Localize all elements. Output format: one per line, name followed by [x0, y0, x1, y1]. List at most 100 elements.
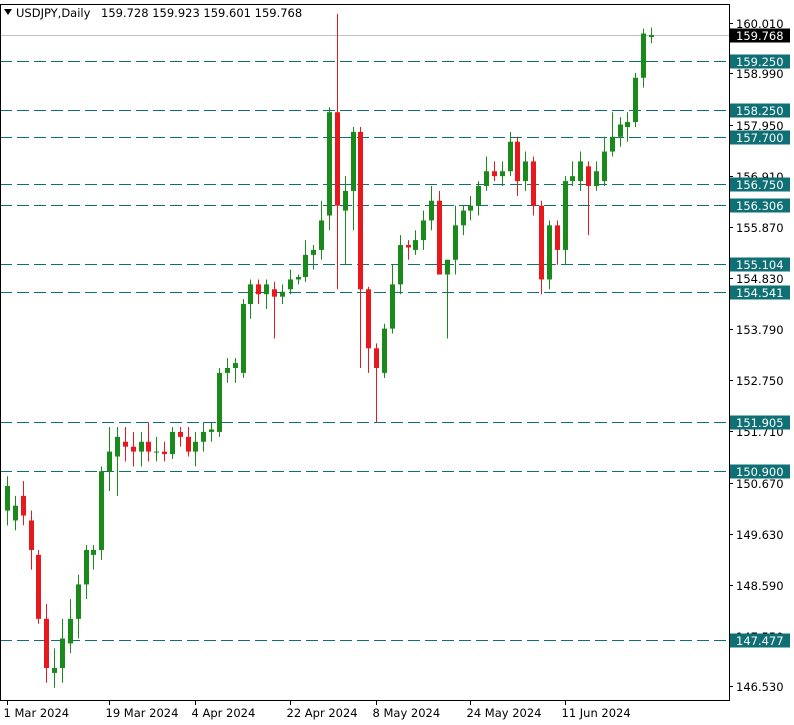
candle — [484, 156, 489, 191]
candle-body — [547, 225, 552, 280]
level-label: 150.900 — [736, 465, 784, 479]
x-tick-label: 1 Mar 2024 — [4, 706, 70, 720]
candle — [445, 259, 450, 339]
candle-body — [154, 451, 159, 453]
candle-body — [186, 436, 191, 452]
candle-body — [68, 618, 73, 644]
candle — [406, 240, 411, 260]
level-label: 157.700 — [736, 131, 784, 145]
candle — [618, 117, 623, 147]
level-label-bg — [730, 285, 790, 300]
level-label-bg — [730, 103, 790, 118]
level-label-bg — [730, 177, 790, 192]
candle-body — [570, 176, 575, 182]
candle — [547, 220, 552, 290]
current-price-label: 159.768 — [736, 29, 784, 43]
level-label: 159.250 — [736, 55, 784, 69]
candle — [555, 220, 560, 265]
time-axis: 1 Mar 2024 19 Mar 2024 4 Apr 2024 22 Apr 20… — [4, 700, 631, 720]
y-tick-label: 155.870 — [736, 221, 784, 235]
candle — [139, 431, 144, 467]
candle-body — [633, 77, 638, 123]
dropdown-triangle-icon[interactable] — [4, 9, 12, 15]
candle — [296, 274, 301, 285]
candle — [170, 427, 175, 459]
y-tick-label: 149.630 — [736, 528, 784, 542]
candle-body — [555, 225, 560, 250]
candle — [44, 604, 49, 683]
candle-body — [492, 171, 497, 177]
candle-body — [468, 205, 473, 211]
candle-body — [531, 161, 536, 206]
candle — [5, 476, 10, 526]
candle — [453, 205, 458, 275]
candle-body — [311, 249, 316, 255]
candle-body — [288, 279, 293, 290]
chart-header: USDJPY,Daily 159.728 159.923 159.601 159… — [4, 6, 302, 20]
candle — [570, 161, 575, 186]
candle — [390, 264, 395, 334]
candle — [327, 107, 332, 231]
candle — [492, 161, 497, 182]
current-price-tag-bg — [730, 28, 790, 43]
candle — [68, 599, 73, 654]
candle-body — [406, 245, 411, 248]
candle-body — [398, 245, 403, 285]
candle-body — [60, 638, 65, 669]
candle-body — [476, 185, 481, 206]
candle-body — [625, 122, 630, 127]
candle-body — [29, 520, 34, 550]
candle — [288, 269, 293, 295]
candle-body — [508, 141, 513, 172]
level-label-bg — [730, 130, 790, 145]
level-label: 154.541 — [736, 286, 784, 300]
candle-body — [586, 166, 591, 186]
candle — [508, 131, 513, 177]
candle — [162, 441, 167, 462]
candle-body — [241, 304, 246, 373]
candle — [233, 358, 238, 383]
candle-body — [515, 141, 520, 182]
candle — [374, 343, 379, 423]
candle-body — [594, 171, 599, 186]
candle — [468, 195, 473, 221]
level-label-bg — [730, 54, 790, 69]
candle — [256, 279, 261, 305]
candle — [311, 245, 316, 270]
candle — [84, 545, 89, 600]
candle — [319, 200, 324, 260]
candle — [578, 151, 583, 191]
candle-body — [99, 471, 104, 550]
candle — [91, 545, 96, 570]
candle — [335, 13, 340, 290]
candle-body — [139, 441, 144, 452]
candle — [398, 235, 403, 295]
y-tick-label: 150.670 — [736, 477, 784, 491]
candle — [154, 436, 159, 462]
candle-body — [280, 291, 285, 297]
candle-body — [366, 289, 371, 349]
candle-body — [649, 35, 654, 38]
candle — [193, 431, 198, 467]
candle — [272, 281, 277, 339]
x-tick-label: 24 May 2024 — [467, 706, 542, 720]
x-tick-label: 11 Jun 2024 — [562, 706, 631, 720]
candle-body — [146, 441, 151, 452]
candle-body — [209, 429, 214, 432]
candle-body — [563, 181, 568, 250]
candle — [602, 136, 607, 186]
y-tick-label: 158.990 — [736, 67, 784, 81]
candle-body — [272, 289, 277, 297]
candle — [366, 286, 371, 373]
candle — [248, 279, 253, 319]
candle-body — [453, 225, 458, 260]
x-tick-label: 8 May 2024 — [373, 706, 441, 720]
y-tick-label: 152.750 — [736, 374, 784, 388]
candle — [303, 240, 308, 282]
candle — [60, 618, 65, 683]
level-label-bg — [730, 464, 790, 479]
y-tick-label: 160.010 — [736, 17, 784, 31]
candle — [563, 176, 568, 265]
candle-body — [201, 431, 206, 442]
candle-body — [421, 220, 426, 241]
